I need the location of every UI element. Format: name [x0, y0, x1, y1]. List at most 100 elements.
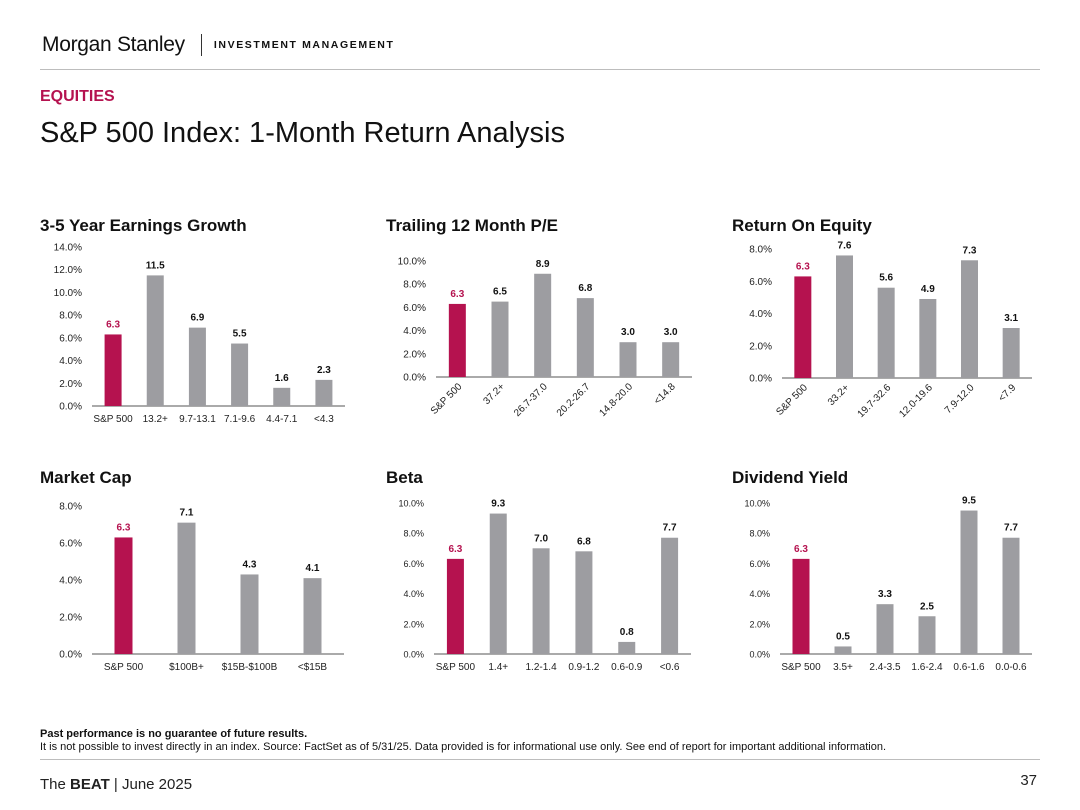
y-tick-label: 2.0%	[59, 379, 82, 390]
data-label: 3.0	[621, 327, 635, 338]
bar	[240, 574, 259, 654]
y-tick-label: 4.0%	[59, 576, 82, 587]
data-label: 8.9	[536, 259, 550, 270]
bar	[877, 287, 895, 378]
x-tick-label: 4.4-7.1	[266, 414, 298, 425]
x-tick-label: <$15B	[298, 662, 328, 673]
bar-highlight	[114, 537, 133, 654]
x-tick-label: 1.4+	[488, 662, 508, 673]
y-tick-label: 6.0%	[59, 333, 82, 344]
y-tick-label: 4.0%	[403, 589, 424, 599]
brand-unit: INVESTMENT MANAGEMENT	[213, 39, 395, 51]
y-tick-label: 0.0%	[59, 650, 82, 661]
data-label: 7.6	[838, 240, 852, 251]
bar	[960, 510, 978, 654]
data-label: 6.5	[493, 287, 507, 298]
disclaimer-text: It is not possible to invest directly in…	[40, 741, 887, 753]
x-tick-label: 7.1-9.6	[224, 414, 256, 425]
y-tick-label: 10.0%	[744, 499, 770, 509]
bar	[489, 513, 507, 654]
x-tick-label: 0.9-1.2	[568, 662, 600, 673]
bar	[918, 616, 936, 654]
data-label: 6.3	[117, 522, 131, 533]
y-tick-label: 6.0%	[749, 277, 772, 288]
data-label: 7.7	[1004, 523, 1018, 534]
y-tick-label: 2.0%	[59, 613, 82, 624]
chart-title: Market Cap	[40, 468, 132, 487]
chart-title: 3-5 Year Earnings Growth	[40, 216, 247, 235]
chart-title: Beta	[386, 468, 423, 487]
x-tick-label: S&P 500	[781, 662, 821, 673]
page-number: 37	[1020, 772, 1037, 789]
disclaimer-bold: Past performance is no guarantee of futu…	[40, 728, 308, 740]
x-tick-label: 1.6-2.4	[911, 662, 943, 673]
y-tick-label: 2.0%	[403, 349, 426, 360]
x-tick-label: 0.0-0.6	[995, 662, 1027, 673]
bar	[1002, 537, 1020, 654]
x-tick-label: 2.4-3.5	[869, 662, 901, 673]
y-tick-label: 4.0%	[403, 326, 426, 337]
chart-title: Trailing 12 Month P/E	[386, 216, 558, 235]
bar	[876, 604, 894, 654]
bar	[576, 298, 594, 377]
bar	[273, 387, 291, 406]
y-tick-label: 4.0%	[749, 309, 772, 320]
x-tick-label: 19.7-32.6	[856, 382, 894, 420]
x-tick-label: $15B-$100B	[222, 662, 278, 673]
bar-highlight	[448, 303, 466, 377]
section-label: EQUITIES	[40, 88, 115, 105]
bar-chart: 0.0% 2.0% 4.0% 6.0% 8.0% 10.0% 6.3 S&P 500 9.3 1.…	[398, 499, 691, 673]
footer-beat: BEAT	[70, 776, 110, 793]
data-label: 6.3	[796, 261, 810, 272]
y-tick-label: 6.0%	[403, 303, 426, 314]
data-label: 6.8	[578, 283, 592, 294]
chart-panel-trailing-pe: Trailing 12 Month P/E 0.0% 2.0% 4.0% 6.0% 8.…	[386, 216, 706, 441]
y-tick-label: 14.0%	[54, 243, 82, 254]
page-title: S&P 500 Index: 1-Month Return Analysis	[40, 117, 565, 149]
footer-date: | June 2025	[109, 776, 193, 793]
chart-panel-market-cap: Market Cap 0.0% 2.0% 4.0% 6.0% 8.0% 6.3 S&P 50…	[40, 468, 360, 683]
y-tick-label: 8.0%	[59, 311, 82, 322]
x-tick-label: 37.2+	[481, 381, 507, 407]
y-tick-label: 10.0%	[398, 257, 426, 268]
footer-publication: The BEAT | June 2025	[40, 776, 192, 793]
x-tick-label: S&P 500	[429, 381, 465, 417]
bar-highlight	[794, 276, 812, 378]
y-tick-label: 6.0%	[749, 559, 770, 569]
y-tick-label: 8.0%	[403, 529, 424, 539]
bar-chart: 0.0% 2.0% 4.0% 6.0% 8.0% 10.0% 6.3 S&P 500 6.5 37…	[398, 257, 692, 419]
y-tick-label: 8.0%	[749, 529, 770, 539]
data-label: 2.3	[317, 365, 331, 376]
bar-highlight	[792, 558, 810, 654]
data-label: 5.5	[233, 329, 247, 340]
footnote: Past performance is no guarantee of futu…	[40, 728, 886, 754]
data-label: 11.5	[146, 260, 165, 271]
y-tick-label: 2.0%	[749, 619, 770, 629]
y-tick-label: 8.0%	[59, 502, 82, 513]
data-label: 3.0	[664, 327, 678, 338]
y-tick-label: 0.0%	[403, 373, 426, 384]
bar	[1002, 328, 1020, 378]
bar	[575, 551, 593, 654]
chart-panel-return-on-equity: Return On Equity 0.0% 2.0% 4.0% 6.0% 8.0% 6.3…	[732, 216, 1042, 441]
data-label: 9.3	[491, 499, 505, 510]
data-label: 6.3	[448, 544, 462, 555]
bar	[661, 537, 679, 654]
footer-prefix: The	[40, 776, 71, 793]
data-label: 6.3	[106, 319, 120, 330]
x-tick-label: S&P 500	[774, 382, 810, 418]
chart-panel-earnings-growth: 3-5 Year Earnings Growth 0.0% 2.0% 4.0% 6.0…	[40, 216, 360, 436]
bar	[834, 646, 852, 654]
bar-highlight	[446, 558, 464, 654]
y-tick-label: 8.0%	[403, 280, 426, 291]
chart-panel-dividend-yield: Dividend Yield 0.0% 2.0% 4.0% 6.0% 8.0% 10.0%…	[732, 468, 1042, 683]
bar-chart: 0.0% 2.0% 4.0% 6.0% 8.0% 10.0% 6.3 S&P 500 0.5 3.…	[744, 496, 1032, 673]
bar-chart: 0.0% 2.0% 4.0% 6.0% 8.0% 6.3 S&P 500 7.6 33.2+ 5.…	[749, 240, 1032, 420]
brand-name: Morgan Stanley	[42, 33, 185, 56]
bar-chart: 0.0% 2.0% 4.0% 6.0% 8.0% 10.0% 12.0% 14.0% 6.3 S&…	[54, 243, 345, 425]
y-tick-label: 0.0%	[403, 650, 424, 660]
y-tick-label: 0.0%	[749, 650, 770, 660]
y-tick-label: 12.0%	[54, 265, 82, 276]
data-label: 3.1	[1004, 313, 1018, 324]
x-tick-label: <7.9	[997, 382, 1019, 404]
